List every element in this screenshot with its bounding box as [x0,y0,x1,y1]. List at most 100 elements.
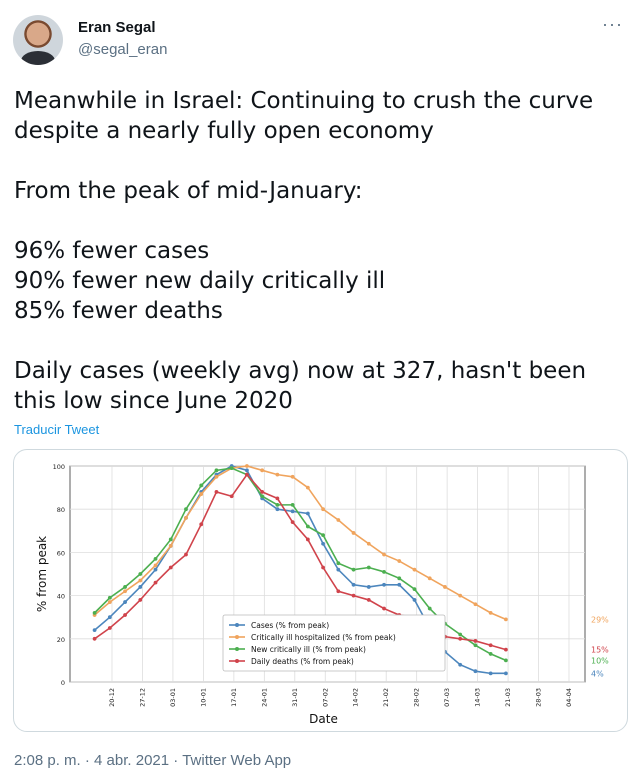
author-avatar[interactable] [13,15,63,65]
data-point [351,531,356,535]
x-tick-label: 31-01 [291,688,299,707]
data-point [321,541,325,546]
data-point [351,567,356,572]
data-point [245,472,249,477]
data-point [153,567,158,572]
data-point [503,658,508,663]
data-point [275,502,280,507]
data-point [397,559,402,563]
data-point [92,636,97,641]
author-display-name[interactable]: Eran Segal [78,19,156,36]
more-options-icon[interactable]: ··· [602,14,623,34]
data-point [382,606,386,611]
data-point [458,593,463,598]
data-point [503,671,508,676]
data-point [305,537,310,542]
translate-tweet-link[interactable]: Traducir Tweet [14,422,100,437]
data-point [336,561,341,566]
data-point [503,617,508,622]
data-point [184,515,188,520]
data-point [260,494,265,499]
data-point [290,474,295,479]
legend-swatch-marker [235,623,239,627]
data-point [138,585,143,589]
legend-swatch-marker [235,647,239,651]
data-point [458,636,463,641]
data-point [107,626,112,630]
legend-swatch-marker [235,635,239,639]
data-point [275,472,280,477]
x-tick-label: 21-02 [382,688,390,707]
legend-box [222,614,446,672]
author-handle[interactable]: @segal_eran [78,41,168,58]
data-point [488,643,493,648]
legend-entry-label: Daily deaths (% from peak) [251,657,354,666]
x-tick-label: 17-01 [230,688,238,707]
data-point [168,537,173,542]
footer-separator: · [80,752,95,769]
data-point [443,585,447,589]
data-point [305,511,310,516]
x-tick-label: 24-01 [260,688,268,707]
data-point [382,552,386,557]
legend-entry-label: Cases (% from peak) [251,621,329,630]
x-tick-label: 14-03 [474,688,482,707]
data-point [123,589,127,594]
data-point [153,580,158,585]
data-point [412,598,417,602]
data-point [503,647,508,652]
y-tick-label: 0 [61,679,65,687]
data-point [336,567,341,572]
legend-swatch-marker [235,659,239,663]
data-point [351,582,356,587]
data-point [184,552,188,557]
series-end-label: 29% [591,615,609,624]
x-tick-label: 20-12 [108,688,116,707]
data-point [168,565,173,570]
data-point [321,533,325,538]
data-point [214,474,219,479]
data-point [366,585,371,589]
y-tick-label: 60 [57,549,65,557]
data-point [245,464,249,468]
x-tick-label: 21-03 [504,688,512,707]
x-axis-label: Date [309,712,338,726]
x-tick-label: 10-01 [199,688,207,707]
data-point [214,490,219,494]
data-point [290,509,295,514]
data-point [153,556,158,561]
data-point [260,468,265,473]
data-point [366,598,371,602]
data-point [336,589,341,594]
data-point [199,522,204,527]
data-point [366,565,371,570]
tweet-date[interactable]: 4 abr. 2021 [94,752,170,769]
tweet-text: Meanwhile in Israel: Continuing to crush… [14,88,594,414]
y-tick-label: 100 [53,463,65,471]
data-point [488,671,493,676]
series-end-label: 10% [591,656,609,665]
tweet-source-app[interactable]: Twitter Web App [182,752,292,769]
tweet-media-chart[interactable]: 0 20 40 60 80 100 20-12 27-12 03-01 10-01 17-01 24-… [13,449,628,732]
tweet-footer: 2:08 p. m. · 4 abr. 2021 · Twitter Web A… [14,752,291,769]
data-point [290,502,295,507]
data-point [275,507,280,512]
x-tick-label: 28-02 [413,688,421,707]
data-point [290,520,295,525]
data-point [473,669,478,674]
data-point [397,582,402,587]
data-point [351,593,356,598]
data-point [336,518,341,522]
data-point [168,544,173,548]
data-point [184,507,188,512]
data-point [275,496,280,501]
legend-entry-label: New critically ill (% from peak) [251,645,366,654]
data-point [107,615,112,620]
data-point [229,494,234,499]
data-point [92,628,97,633]
data-point [321,507,325,512]
data-point [245,468,249,473]
x-tick-label: 07-03 [443,688,451,707]
tweet-time[interactable]: 2:08 p. m. [14,752,81,769]
data-point [473,602,478,607]
